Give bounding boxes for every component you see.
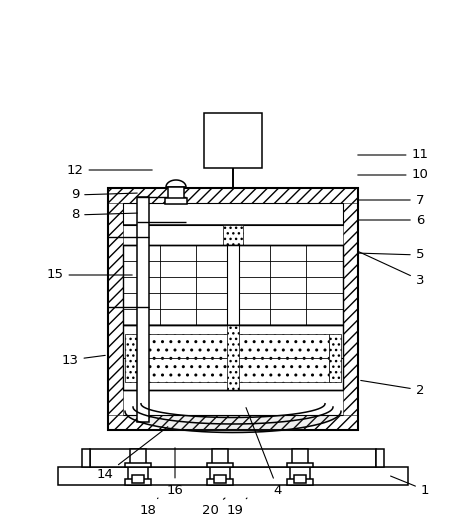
Bar [376,449,384,467]
Bar [329,334,341,382]
Bar [108,188,358,203]
Text: 9: 9 [71,189,137,201]
Bar [58,467,408,485]
Bar [130,449,146,467]
Bar [214,475,226,483]
Bar [125,479,151,485]
Bar [123,245,343,325]
Bar [207,479,233,485]
Text: 15: 15 [46,268,132,281]
Text: 1: 1 [391,476,429,496]
Bar [287,479,313,485]
Bar [137,334,329,357]
Text: 12: 12 [66,163,152,177]
Bar [294,475,306,483]
Bar [108,188,358,430]
Bar [128,467,148,485]
Bar [204,113,262,168]
Text: 14: 14 [97,427,168,482]
Bar [123,325,343,390]
Text: 20: 20 [201,498,225,516]
Bar [90,449,376,467]
Bar [137,357,329,382]
Text: 16: 16 [166,448,183,496]
Bar [223,225,243,245]
Text: 6: 6 [358,213,424,227]
Bar [210,467,230,485]
Text: 18: 18 [140,498,158,516]
Bar [212,449,228,467]
Bar [227,325,239,390]
Bar [132,475,144,483]
Bar [343,188,358,430]
Bar [108,188,123,430]
Bar [287,463,313,467]
Bar [207,463,233,467]
Bar [82,449,90,467]
Text: 2: 2 [361,380,424,396]
Bar [168,187,184,199]
Text: 13: 13 [61,354,105,366]
Text: 10: 10 [358,169,428,181]
Text: 8: 8 [71,209,137,221]
Bar [165,198,187,204]
Text: 7: 7 [358,193,424,207]
Bar [123,203,343,225]
Bar [227,245,239,325]
Bar [125,334,137,382]
Text: 11: 11 [358,149,429,161]
Bar [125,463,151,467]
Bar [108,415,358,430]
Text: 3: 3 [358,251,424,287]
Text: 19: 19 [226,498,247,516]
Bar [290,467,310,485]
Bar [137,197,149,422]
Bar [292,449,308,467]
Text: 4: 4 [246,407,282,496]
Text: 5: 5 [358,249,424,261]
